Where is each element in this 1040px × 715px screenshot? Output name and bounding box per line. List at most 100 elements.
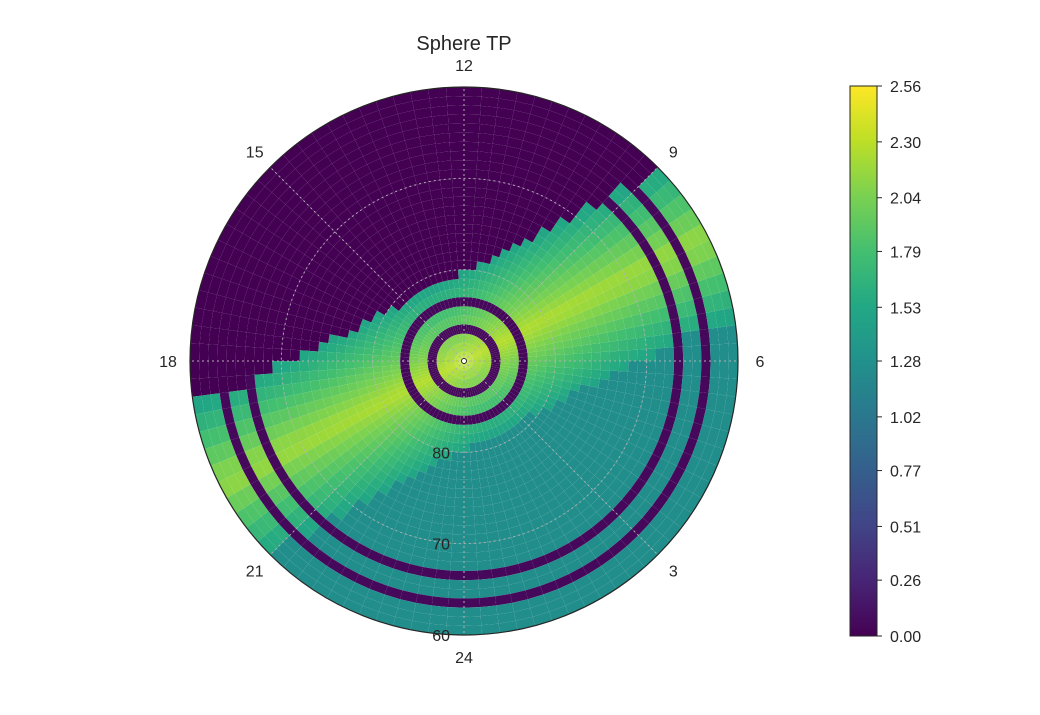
heatmap-cell bbox=[551, 565, 570, 581]
heatmap-cell bbox=[376, 144, 394, 159]
heatmap-cell bbox=[668, 448, 684, 467]
heatmap-cell bbox=[428, 349, 439, 354]
heatmap-cell bbox=[543, 588, 562, 604]
heatmap-cell bbox=[699, 376, 711, 394]
heatmap-cell bbox=[580, 238, 595, 253]
heatmap-cell bbox=[246, 318, 258, 334]
heatmap-cell bbox=[497, 98, 516, 111]
heatmap-cell bbox=[605, 320, 617, 333]
heatmap-cell bbox=[437, 160, 452, 171]
heatmap-cell bbox=[259, 457, 275, 476]
heatmap-cell bbox=[701, 239, 718, 260]
heatmap-cell bbox=[381, 355, 392, 361]
heatmap-cell bbox=[509, 436, 520, 449]
heatmap-cell bbox=[346, 337, 357, 347]
heatmap-cell bbox=[597, 179, 615, 197]
heatmap-cell bbox=[365, 334, 376, 344]
heatmap-cell bbox=[413, 281, 423, 293]
heatmap-cell bbox=[481, 365, 491, 370]
heatmap-cell bbox=[455, 415, 461, 425]
heatmap-cell bbox=[472, 307, 479, 317]
heatmap-cell bbox=[473, 505, 485, 516]
heatmap-cell bbox=[243, 287, 257, 305]
heatmap-cell bbox=[464, 406, 468, 416]
heatmap-cell bbox=[529, 305, 540, 316]
heatmap-cell bbox=[329, 325, 341, 337]
heatmap-cell bbox=[363, 354, 373, 361]
heatmap-cell bbox=[278, 272, 292, 288]
heatmap-cell bbox=[464, 224, 473, 234]
heatmap-cell bbox=[377, 503, 392, 517]
heatmap-cell bbox=[471, 233, 481, 244]
heatmap-cell bbox=[437, 353, 447, 358]
heatmap-cell bbox=[274, 482, 291, 501]
heatmap-cell bbox=[375, 96, 396, 111]
heatmap-cell bbox=[471, 242, 480, 253]
heatmap-cell bbox=[358, 141, 377, 157]
heatmap-cell bbox=[527, 594, 547, 609]
heatmap-cell bbox=[500, 312, 510, 323]
heatmap-cell bbox=[390, 361, 401, 366]
heatmap-cell bbox=[569, 491, 585, 506]
heatmap-cell bbox=[272, 335, 283, 350]
heatmap-cell bbox=[447, 338, 454, 347]
heatmap-cell bbox=[550, 421, 563, 434]
heatmap-cell bbox=[499, 490, 511, 503]
heatmap-cell bbox=[428, 179, 442, 191]
heatmap-cell bbox=[299, 350, 310, 361]
heatmap-cell bbox=[512, 312, 522, 323]
heatmap-cell bbox=[435, 142, 451, 153]
heatmap-cell bbox=[482, 430, 491, 441]
heatmap-cell bbox=[489, 349, 500, 354]
heatmap-cell bbox=[235, 361, 246, 376]
radial-tick-label: 80 bbox=[432, 445, 450, 462]
heatmap-cell bbox=[252, 415, 266, 432]
heatmap-cell bbox=[653, 246, 669, 265]
heatmap-cell bbox=[496, 257, 506, 269]
heatmap-cell bbox=[403, 422, 414, 434]
heatmap-cell bbox=[269, 410, 283, 426]
heatmap-cell bbox=[464, 370, 467, 380]
heatmap-cell bbox=[419, 190, 432, 203]
heatmap-cell bbox=[295, 280, 309, 295]
heatmap-cell bbox=[594, 255, 609, 270]
heatmap-cell bbox=[602, 398, 614, 411]
heatmap-cell bbox=[656, 516, 675, 536]
heatmap-cell bbox=[284, 313, 297, 328]
heatmap-cell bbox=[435, 495, 447, 506]
heatmap-cell bbox=[600, 361, 611, 371]
heatmap-cell bbox=[514, 288, 525, 300]
heatmap-cell bbox=[504, 270, 515, 282]
heatmap-cell bbox=[375, 175, 391, 189]
heatmap-cell bbox=[573, 163, 591, 179]
heatmap-cell bbox=[362, 433, 375, 446]
heatmap-cell bbox=[409, 555, 425, 568]
heatmap-cell bbox=[491, 356, 501, 360]
heatmap-cell bbox=[461, 324, 464, 334]
heatmap-cell bbox=[608, 477, 624, 494]
heatmap-cell bbox=[446, 317, 453, 328]
heatmap-cell bbox=[399, 542, 415, 556]
heatmap-cell bbox=[649, 308, 662, 324]
heatmap-cell bbox=[552, 237, 567, 252]
heatmap-cell bbox=[439, 347, 449, 353]
heatmap-cell bbox=[377, 326, 389, 335]
heatmap-cell bbox=[374, 377, 385, 385]
heatmap-cell bbox=[634, 383, 646, 397]
heatmap-cell bbox=[421, 310, 431, 320]
heatmap-cell bbox=[497, 372, 508, 379]
heatmap-cell bbox=[464, 579, 479, 590]
heatmap-cell bbox=[408, 516, 422, 529]
heatmap-cell bbox=[395, 296, 406, 307]
heatmap-cell bbox=[691, 263, 707, 282]
heatmap-cell bbox=[524, 397, 536, 407]
heatmap-cell bbox=[239, 434, 254, 452]
heatmap-cell bbox=[453, 368, 460, 377]
heatmap-cell bbox=[636, 408, 650, 423]
heatmap-cell bbox=[645, 251, 661, 269]
heatmap-cell bbox=[291, 327, 303, 340]
heatmap-cell bbox=[422, 322, 432, 331]
heatmap-cell bbox=[460, 306, 464, 316]
heatmap-cell bbox=[380, 299, 392, 311]
heatmap-cell bbox=[326, 461, 341, 476]
